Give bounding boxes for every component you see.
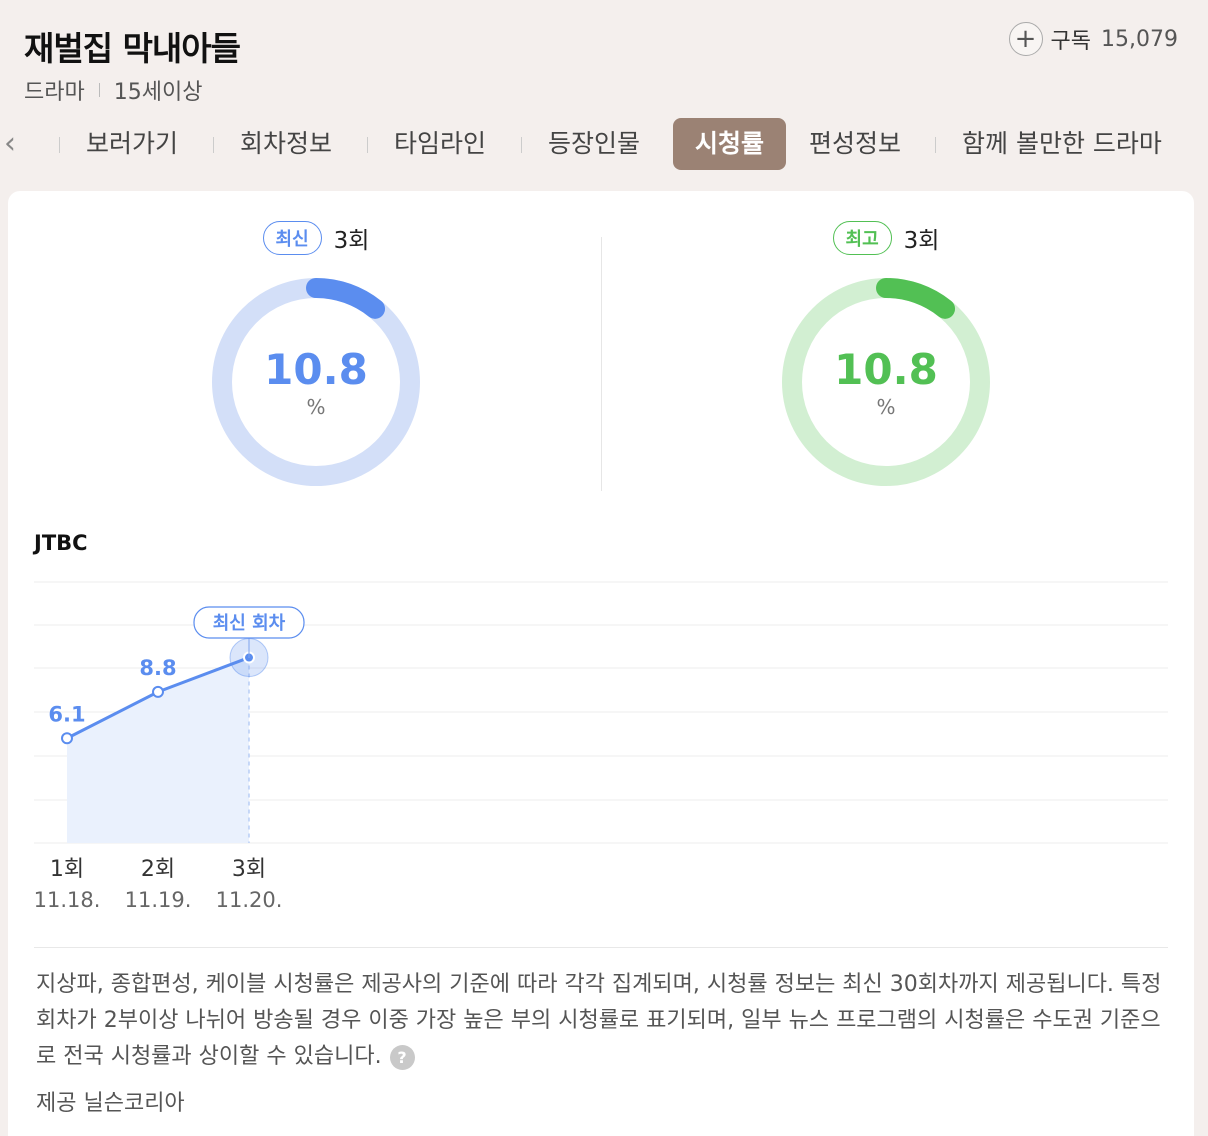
x-tick-label: 2회: [141, 857, 175, 882]
latest-rating-stat: 최신 3회 10.8 %: [136, 221, 496, 487]
best-rating-unit: %: [876, 395, 896, 419]
program-title: 재벌집 막내아들: [24, 29, 241, 68]
data-point: [61, 732, 73, 745]
x-tick-label: 3회: [232, 857, 266, 882]
tab-timeline[interactable]: 타임라인: [394, 129, 487, 158]
latest-episode: 3회: [333, 228, 370, 254]
tab-bar: ‹ 보러가기 회차정보 타임라인 등장인물 시청률 편성정보 함께 볼만한 드라…: [0, 116, 1208, 174]
meta-divider: [98, 83, 100, 97]
program-meta: 드라마 15세이상: [24, 74, 202, 106]
callout-box: [193, 606, 305, 639]
tab-divider: [367, 137, 368, 153]
tab-schedule[interactable]: 편성정보: [809, 129, 902, 158]
tab-episodes[interactable]: 회차정보: [240, 129, 333, 158]
x-date-label: 11.19.: [125, 888, 192, 912]
latest-rating-value: 10.8: [264, 345, 368, 394]
x-date-label: 11.20.: [216, 888, 283, 912]
latest-rating-ring: 10.8 %: [211, 277, 421, 487]
tab-divider: [935, 137, 936, 153]
age-rating-label: 15세이상: [113, 80, 203, 105]
stat-divider: [601, 237, 602, 491]
program-header: 재벌집 막내아들 드라마 15세이상 + 구독 15,079 ‹ 보러가기 회차…: [0, 0, 1208, 190]
ring-arc: [212, 278, 420, 486]
ratings-notice: 지상파, 종합편성, 케이블 시청률은 제공사의 기준에 따라 각각 집계되며,…: [36, 967, 1166, 1075]
best-rating-ring: 10.8 %: [781, 277, 991, 487]
notice-divider: [34, 947, 1168, 948]
latest-rating-head: 최신 3회: [136, 221, 496, 255]
best-rating-head: 최고 3회: [706, 221, 1066, 255]
data-label: 6.1: [48, 702, 85, 726]
latest-badge: 최신: [262, 221, 322, 255]
area-fill: [67, 657, 249, 843]
data-source: 제공 닐슨코리아: [36, 1091, 185, 1116]
tab-cast[interactable]: 등장인물: [548, 129, 641, 158]
chevron-left-icon[interactable]: ‹: [4, 126, 16, 161]
notice-text: 지상파, 종합편성, 케이블 시청률은 제공사의 기준에 따라 각각 집계되며,…: [36, 972, 1162, 1069]
ring-arc: [782, 278, 990, 486]
latest-ring-svg: [212, 278, 420, 486]
tab-related-dramas[interactable]: 함께 볼만한 드라마: [962, 129, 1162, 158]
best-badge: 최고: [832, 221, 892, 255]
subscribe-label: 구독: [1050, 29, 1092, 54]
tab-divider: [521, 137, 522, 153]
callout-label: 최신 회차: [213, 613, 286, 634]
x-date-label: 11.18.: [34, 888, 101, 912]
help-icon[interactable]: ?: [389, 1044, 415, 1070]
tab-watch[interactable]: 보러가기: [86, 129, 179, 158]
best-rating-stat: 최고 3회 10.8 %: [706, 221, 1066, 487]
subscribe-button[interactable]: + 구독 15,079: [1008, 22, 1178, 56]
tab-ratings[interactable]: 시청률: [673, 118, 787, 170]
tab-divider: [59, 137, 60, 153]
best-episode: 3회: [903, 228, 940, 254]
data-label: 8.8: [139, 656, 176, 680]
tab-divider: [213, 137, 214, 153]
best-rating-value: 10.8: [834, 345, 938, 394]
channel-name: JTBC: [34, 531, 88, 555]
best-ring-svg: [782, 278, 990, 486]
subscribe-count: 15,079: [1101, 26, 1178, 52]
latest-rating-unit: %: [306, 395, 326, 419]
genre-label: 드라마: [24, 80, 85, 105]
plus-icon: +: [1008, 22, 1043, 56]
ratings-card: 최신 3회 10.8 % 최고 3회 10.8 % JTBC 6.1 1회 11.: [8, 191, 1194, 1136]
x-tick-label: 1회: [50, 857, 84, 882]
data-point: [152, 685, 164, 698]
